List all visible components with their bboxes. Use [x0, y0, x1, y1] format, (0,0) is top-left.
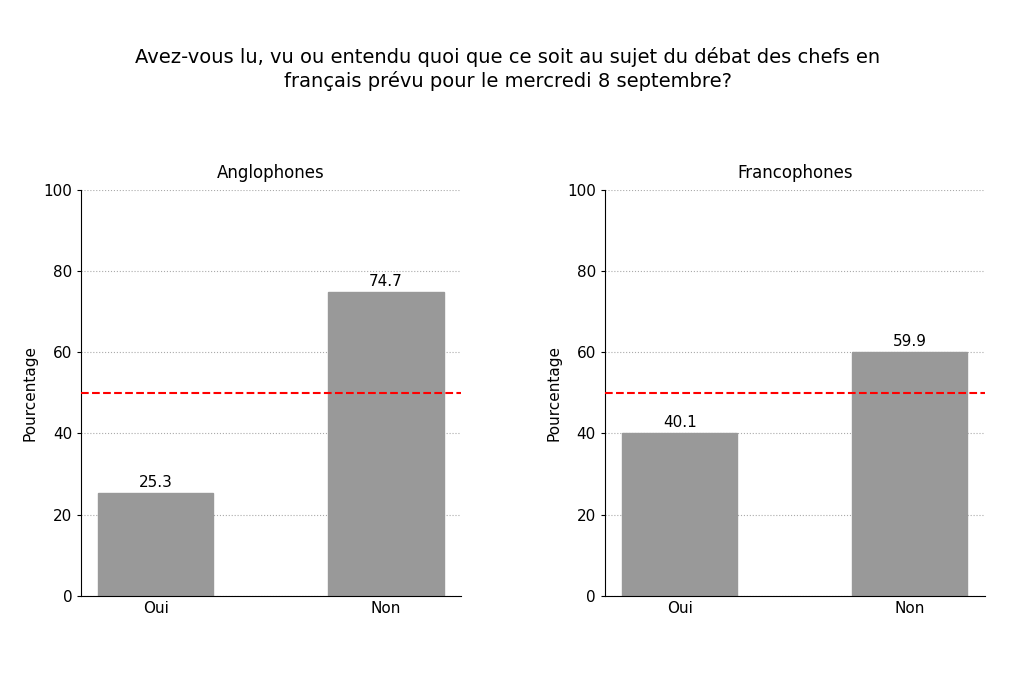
Bar	[329, 292, 444, 596]
Text: Avez-vous lu, vu ou entendu quoi que ce soit au sujet du débat des chefs en
fran: Avez-vous lu, vu ou entendu quoi que ce …	[135, 47, 880, 91]
Bar	[853, 353, 967, 596]
Text: 74.7: 74.7	[369, 274, 403, 289]
Y-axis label: Pourcentage: Pourcentage	[546, 345, 561, 441]
Bar	[622, 433, 737, 596]
Y-axis label: Pourcentage: Pourcentage	[22, 345, 38, 441]
Title: Anglophones: Anglophones	[217, 165, 325, 182]
Text: 25.3: 25.3	[139, 475, 173, 489]
Title: Francophones: Francophones	[737, 165, 853, 182]
Text: 40.1: 40.1	[663, 414, 696, 430]
Bar	[98, 493, 213, 596]
Text: 59.9: 59.9	[893, 334, 927, 349]
